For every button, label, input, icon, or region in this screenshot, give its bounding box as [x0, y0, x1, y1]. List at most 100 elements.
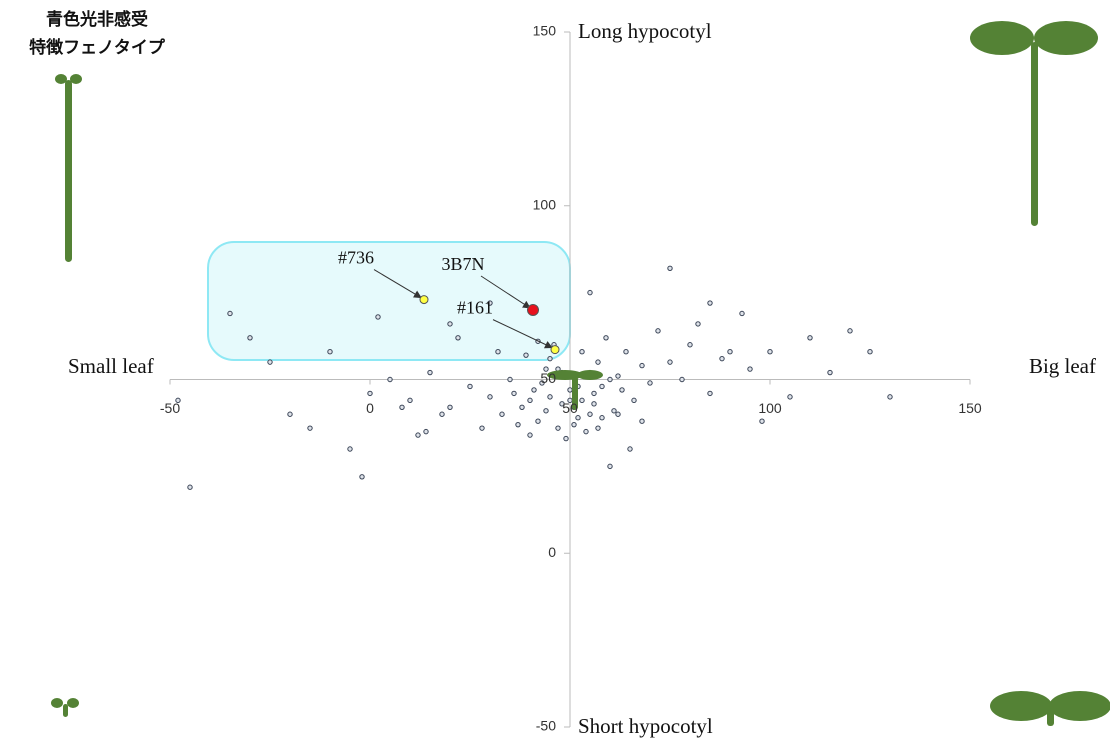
highlight-point	[420, 296, 428, 304]
point	[228, 311, 232, 315]
x-tick-label: 150	[958, 400, 982, 416]
point	[612, 409, 616, 413]
point	[640, 419, 644, 423]
point	[416, 433, 420, 437]
point	[648, 381, 652, 385]
y-tick-label: -50	[536, 718, 556, 734]
point	[588, 290, 592, 294]
y-tick-label: 100	[533, 196, 557, 212]
point	[624, 350, 628, 354]
point	[424, 429, 428, 433]
annotation-label: #736	[338, 248, 374, 268]
title-line: 青色光非感受	[46, 9, 148, 30]
point	[720, 356, 724, 360]
x-tick-label: 100	[758, 400, 782, 416]
point	[616, 374, 620, 378]
point	[548, 395, 552, 399]
point	[268, 360, 272, 364]
point	[400, 405, 404, 409]
point	[668, 360, 672, 364]
y-label-top: Long hypocotyl	[578, 19, 712, 43]
point	[248, 336, 252, 340]
point	[748, 367, 752, 371]
point	[760, 419, 764, 423]
point	[688, 343, 692, 347]
point	[448, 322, 452, 326]
y-tick-label: 50	[540, 370, 556, 386]
point	[564, 436, 568, 440]
point	[288, 412, 292, 416]
point	[508, 377, 512, 381]
point	[520, 405, 524, 409]
point	[740, 311, 744, 315]
point	[524, 353, 528, 357]
seedling-short-small	[51, 698, 79, 717]
point	[680, 377, 684, 381]
point	[348, 447, 352, 451]
point	[568, 388, 572, 392]
point	[556, 426, 560, 430]
point	[596, 360, 600, 364]
point	[600, 384, 604, 388]
point	[600, 416, 604, 420]
point	[528, 398, 532, 402]
point	[408, 398, 412, 402]
point	[360, 475, 364, 479]
x-label-left: Small leaf	[68, 354, 154, 378]
point	[480, 426, 484, 430]
title-line: 特徴フェノタイプ	[29, 37, 166, 58]
x-tick-label: 0	[366, 400, 374, 416]
point	[536, 419, 540, 423]
x-tick-label: 50	[562, 400, 578, 416]
point	[592, 391, 596, 395]
point	[328, 350, 332, 354]
point	[708, 301, 712, 305]
y-label-bottom: Short hypocotyl	[578, 714, 713, 738]
point	[440, 412, 444, 416]
y-tick-label: 150	[533, 23, 557, 39]
selection-region	[208, 242, 570, 360]
point	[584, 429, 588, 433]
point	[468, 384, 472, 388]
point	[888, 395, 892, 399]
point	[788, 395, 792, 399]
point	[532, 388, 536, 392]
point	[608, 377, 612, 381]
point	[628, 447, 632, 451]
annotation-label: #161	[457, 298, 493, 318]
seedling-long-big	[970, 21, 1098, 226]
chart: 青色光非感受 特徴フェノタイプ Small leaf Big leaf Long…	[0, 0, 1110, 743]
point	[188, 485, 192, 489]
point	[656, 329, 660, 333]
highlight-point	[551, 346, 559, 354]
point	[596, 426, 600, 430]
point	[828, 370, 832, 374]
point	[604, 336, 608, 340]
point	[668, 266, 672, 270]
point	[428, 370, 432, 374]
point	[488, 395, 492, 399]
point	[456, 336, 460, 340]
y-tick-label: 0	[548, 544, 556, 560]
annotation-label: 3B7N	[441, 254, 484, 274]
point	[616, 412, 620, 416]
point	[528, 433, 532, 437]
point	[696, 322, 700, 326]
point	[448, 405, 452, 409]
point	[516, 422, 520, 426]
point	[808, 336, 812, 340]
point	[588, 412, 592, 416]
x-label-right: Big leaf	[1029, 354, 1096, 378]
highlight-point	[528, 305, 539, 316]
point	[580, 350, 584, 354]
point	[632, 398, 636, 402]
x-tick-label: -50	[160, 400, 180, 416]
point	[572, 422, 576, 426]
seedling-long-small	[55, 74, 82, 262]
point	[388, 377, 392, 381]
point	[500, 412, 504, 416]
point	[544, 409, 548, 413]
point	[548, 356, 552, 360]
point	[868, 350, 872, 354]
point	[512, 391, 516, 395]
